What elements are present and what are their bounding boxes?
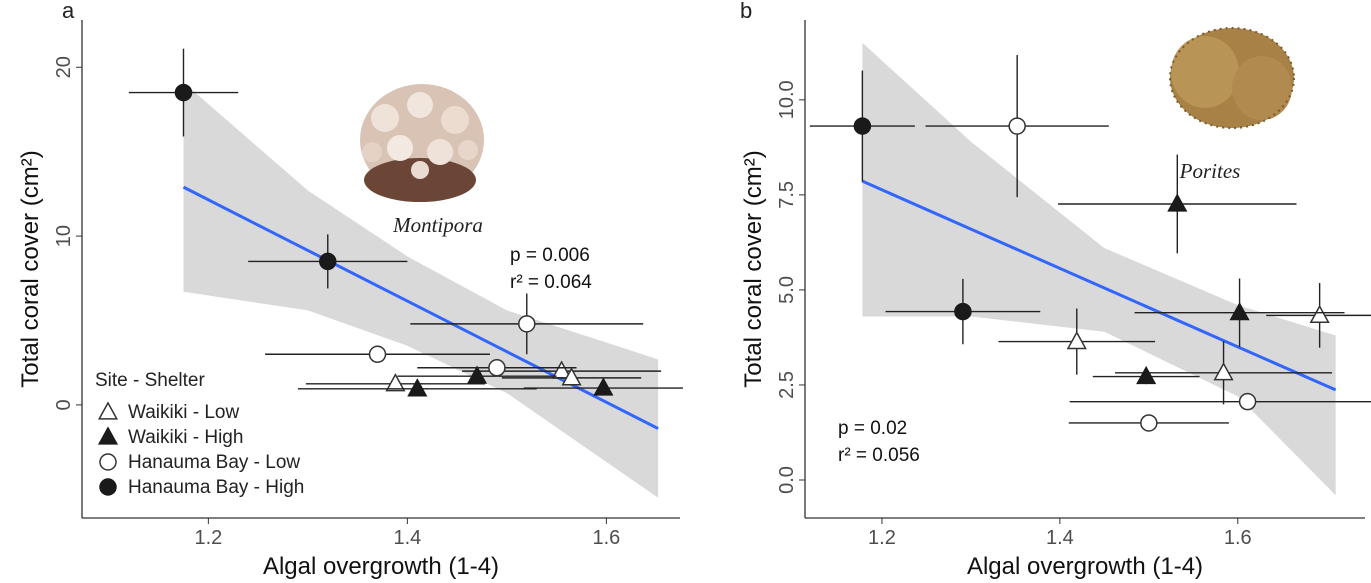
- y-tick-label: 20: [53, 56, 75, 78]
- x-tick-label: 1.2: [868, 527, 896, 549]
- y-tick-label: 10: [53, 225, 75, 247]
- data-point: [954, 302, 972, 321]
- data-point: [368, 345, 387, 364]
- data-point: [1136, 365, 1157, 385]
- data-point: [1229, 302, 1250, 321]
- data-point: [593, 377, 614, 396]
- data-point: [561, 367, 582, 386]
- stat-annotation: p = 0.02: [838, 418, 907, 439]
- x-tick-label: 1.6: [592, 527, 620, 549]
- regression-line: [861, 179, 1337, 392]
- x-tick-label: 1.6: [1224, 527, 1252, 549]
- y-tick-label: 0.0: [776, 466, 798, 494]
- legend-entry: Waikiki - High: [128, 427, 243, 448]
- stat-annotation: p = 0.006: [510, 245, 590, 266]
- data-point: [1238, 392, 1257, 411]
- data-point: [1140, 414, 1158, 432]
- data-point: [1213, 362, 1234, 381]
- x-axis-title: Algal overgrowth (1-4): [967, 553, 1203, 580]
- y-tick-label: 2.5: [776, 371, 798, 399]
- coral-photo-porites: [1169, 27, 1295, 129]
- legend-symbol: [97, 426, 119, 445]
- y-tick-label: 5.0: [776, 276, 798, 304]
- legend-entry: Hanauma Bay - Low: [128, 452, 300, 473]
- legend-entry: Waikiki - Low: [128, 402, 239, 423]
- data-point: [174, 83, 193, 102]
- data-point: [385, 373, 406, 392]
- y-tick-label: 7.5: [776, 181, 798, 209]
- data-point: [518, 315, 536, 333]
- data-point: [407, 378, 428, 397]
- legend-title: Site - Shelter: [95, 370, 205, 391]
- x-tick-label: 1.4: [1046, 527, 1074, 549]
- y-axis-title: Total coral cover (cm²): [740, 150, 767, 387]
- legend-symbol: [99, 478, 117, 496]
- data-point: [1309, 304, 1330, 323]
- legend-symbol: [97, 401, 119, 420]
- x-axis-title: Algal overgrowth (1-4): [263, 553, 499, 580]
- species-label: Montipora: [392, 213, 483, 237]
- data-point: [853, 117, 872, 135]
- stat-annotation: r² = 0.064: [510, 272, 592, 293]
- data-point: [319, 252, 337, 271]
- y-tick-label: 0: [53, 399, 75, 410]
- y-tick-label: 10.0: [776, 80, 798, 119]
- data-point: [1167, 193, 1188, 212]
- confidence-band: [862, 42, 1336, 496]
- x-tick-label: 1.4: [393, 527, 421, 549]
- legend-symbol: [99, 453, 117, 471]
- data-point: [1066, 330, 1087, 350]
- species-label: Porites: [1179, 159, 1241, 183]
- panel-label: a: [62, 0, 75, 23]
- data-point: [488, 359, 506, 377]
- panel-label: b: [740, 0, 752, 23]
- y-axis-title: Total coral cover (cm²): [17, 150, 44, 387]
- stat-annotation: r² = 0.056: [838, 445, 920, 466]
- data-point: [1008, 117, 1026, 135]
- confidence-band: [183, 82, 659, 498]
- x-tick-label: 1.2: [194, 527, 222, 549]
- legend-entry: Hanauma Bay - High: [128, 477, 304, 498]
- data-point: [466, 365, 488, 384]
- coral-photo-montipora: [360, 84, 484, 202]
